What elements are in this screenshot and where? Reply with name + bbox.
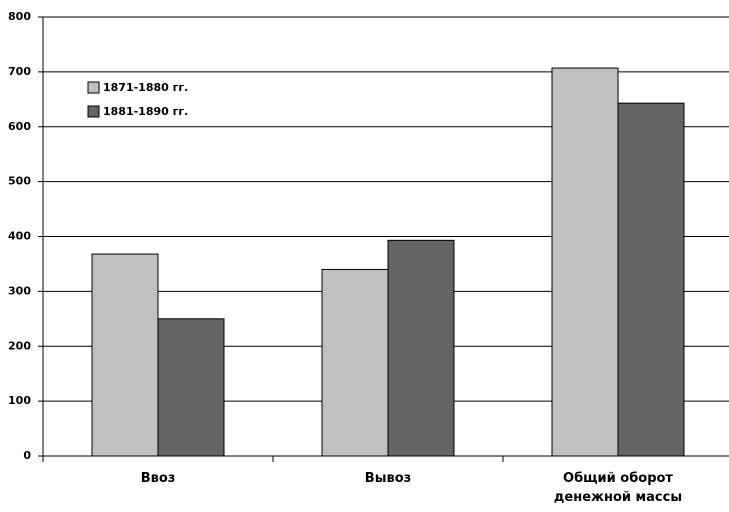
y-tick-label: 100 [8, 394, 31, 407]
y-tick-label: 700 [8, 65, 31, 78]
y-tick-label: 800 [8, 10, 31, 23]
legend-label: 1871-1880 гг. [103, 81, 188, 94]
x-tick-label: Общий оборот денежной массы [553, 471, 683, 505]
legend-swatch [87, 81, 100, 94]
y-tick-label: 600 [8, 120, 31, 133]
x-tick-label: Ввоз [140, 471, 176, 486]
bar [387, 239, 455, 457]
y-tick-label: 300 [8, 284, 31, 297]
x-tick-label: Вывоз [364, 471, 412, 486]
bar [91, 253, 159, 457]
bar [551, 67, 619, 457]
y-tick-label: 400 [8, 230, 31, 243]
bar [321, 268, 389, 457]
legend-swatch [87, 105, 100, 118]
bar [157, 318, 225, 457]
y-tick-label: 200 [8, 339, 31, 352]
bar [617, 102, 685, 457]
y-tick-label: 500 [8, 175, 31, 188]
y-tick-label: 0 [23, 449, 31, 462]
legend-label: 1881-1890 гг. [103, 105, 188, 118]
